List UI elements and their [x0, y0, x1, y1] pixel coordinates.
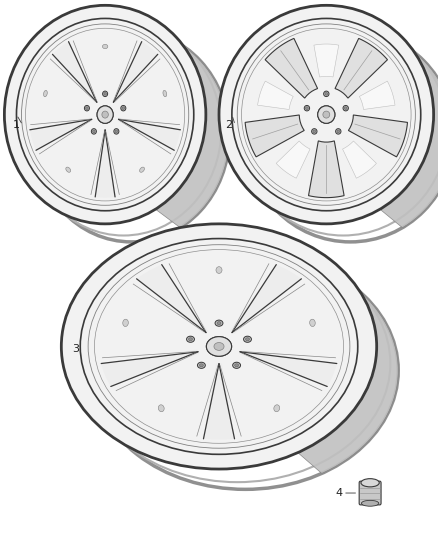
Polygon shape: [308, 141, 344, 198]
Polygon shape: [7, 7, 116, 110]
Ellipse shape: [206, 337, 232, 356]
Ellipse shape: [114, 128, 119, 134]
Ellipse shape: [216, 266, 222, 273]
Ellipse shape: [163, 91, 167, 97]
Polygon shape: [155, 20, 229, 228]
Text: 1: 1: [13, 120, 20, 130]
Polygon shape: [66, 225, 221, 341]
Ellipse shape: [219, 5, 434, 224]
Ellipse shape: [318, 106, 335, 123]
Polygon shape: [265, 38, 318, 98]
Ellipse shape: [187, 336, 194, 342]
Ellipse shape: [324, 91, 329, 96]
Ellipse shape: [102, 111, 108, 118]
Ellipse shape: [4, 5, 206, 224]
Ellipse shape: [158, 405, 164, 411]
Polygon shape: [335, 38, 388, 98]
Ellipse shape: [310, 319, 315, 327]
Polygon shape: [380, 20, 438, 228]
Ellipse shape: [313, 130, 316, 133]
Polygon shape: [118, 117, 180, 150]
Ellipse shape: [244, 336, 251, 342]
Polygon shape: [223, 7, 334, 110]
Polygon shape: [204, 364, 234, 440]
Text: 3: 3: [72, 344, 79, 354]
Polygon shape: [137, 264, 208, 334]
Ellipse shape: [214, 343, 224, 350]
Ellipse shape: [92, 128, 96, 134]
Ellipse shape: [188, 338, 192, 341]
Polygon shape: [53, 42, 99, 103]
Ellipse shape: [361, 500, 379, 506]
Polygon shape: [95, 130, 115, 198]
Ellipse shape: [198, 362, 205, 368]
Ellipse shape: [274, 405, 280, 411]
Ellipse shape: [217, 321, 221, 325]
FancyBboxPatch shape: [359, 481, 381, 505]
Ellipse shape: [325, 92, 328, 95]
Ellipse shape: [66, 167, 71, 172]
Polygon shape: [276, 141, 310, 178]
Polygon shape: [245, 115, 304, 157]
Polygon shape: [298, 240, 398, 473]
Polygon shape: [112, 42, 158, 103]
Ellipse shape: [336, 128, 341, 134]
Polygon shape: [348, 115, 407, 157]
Ellipse shape: [312, 128, 317, 134]
Ellipse shape: [92, 130, 95, 133]
Ellipse shape: [304, 106, 310, 111]
Polygon shape: [258, 81, 293, 109]
Ellipse shape: [323, 111, 330, 118]
Ellipse shape: [122, 107, 124, 110]
Ellipse shape: [337, 130, 339, 133]
Text: 4: 4: [335, 488, 342, 498]
Ellipse shape: [206, 337, 232, 356]
Polygon shape: [314, 44, 339, 77]
Polygon shape: [359, 81, 395, 109]
Ellipse shape: [43, 91, 47, 97]
Ellipse shape: [318, 106, 335, 123]
Polygon shape: [239, 350, 337, 386]
Ellipse shape: [121, 106, 126, 111]
Ellipse shape: [97, 106, 113, 123]
Ellipse shape: [199, 364, 203, 367]
Ellipse shape: [140, 167, 145, 172]
Ellipse shape: [86, 107, 88, 110]
Polygon shape: [30, 117, 92, 150]
Ellipse shape: [61, 224, 377, 469]
Ellipse shape: [115, 130, 118, 133]
Polygon shape: [230, 264, 301, 334]
Ellipse shape: [233, 362, 240, 368]
Text: 2: 2: [226, 120, 233, 130]
Ellipse shape: [344, 107, 347, 110]
Ellipse shape: [343, 106, 348, 111]
Ellipse shape: [104, 92, 106, 95]
Ellipse shape: [102, 91, 108, 96]
Ellipse shape: [306, 107, 308, 110]
Ellipse shape: [102, 44, 108, 49]
Ellipse shape: [361, 479, 379, 487]
Ellipse shape: [246, 338, 250, 341]
Ellipse shape: [235, 364, 239, 367]
Ellipse shape: [215, 320, 223, 326]
Ellipse shape: [85, 106, 89, 111]
Polygon shape: [343, 141, 376, 178]
Ellipse shape: [123, 319, 128, 327]
Polygon shape: [101, 350, 199, 386]
Ellipse shape: [97, 106, 113, 123]
